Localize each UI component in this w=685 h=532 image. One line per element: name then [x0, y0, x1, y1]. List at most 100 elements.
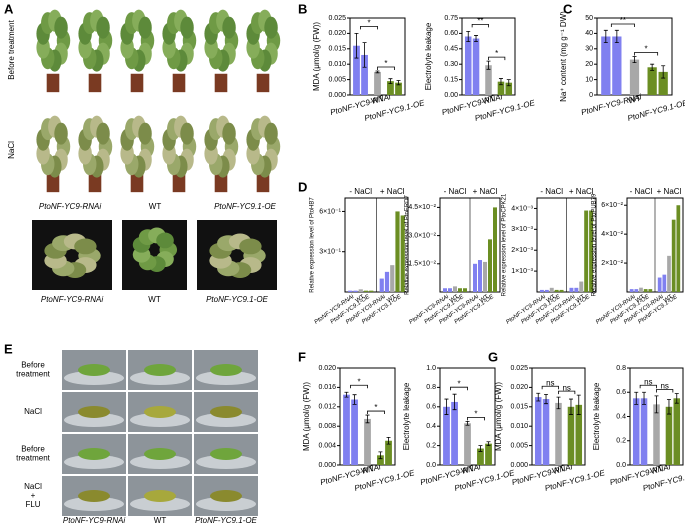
row-label: treatment	[16, 454, 51, 463]
y-tick-label: 0.025	[328, 15, 346, 22]
plate	[196, 413, 256, 427]
pot	[88, 73, 102, 93]
bar	[369, 290, 374, 292]
bar	[497, 81, 505, 95]
pot	[172, 73, 186, 93]
condition-label: - NaCl	[444, 187, 467, 196]
pot	[130, 73, 144, 93]
leaf	[54, 122, 68, 145]
y-tick-label: 0.15	[444, 76, 458, 83]
leaf	[54, 16, 68, 39]
bar	[464, 423, 471, 465]
group-label: WT	[460, 464, 474, 476]
seedling	[78, 448, 110, 460]
bar	[377, 455, 384, 465]
y-tick-label: 0.0	[616, 462, 626, 469]
bar	[559, 289, 564, 292]
pot	[88, 173, 102, 193]
error-bar	[354, 33, 359, 59]
leaf	[239, 238, 262, 255]
error-bar	[576, 394, 581, 415]
bar	[395, 82, 402, 95]
y-axis-label: Relative expression level of PtoHB7	[310, 197, 316, 293]
sig-label: *	[357, 377, 360, 386]
y-tick-label: 40	[585, 30, 593, 37]
bar	[458, 288, 462, 292]
genotype-label: WT	[154, 516, 167, 525]
sig-bracket	[367, 410, 385, 415]
y-axis-label: Relative expression level of PtoCPK21	[502, 193, 508, 296]
bar	[667, 255, 671, 292]
leaf	[138, 122, 152, 145]
plate	[196, 455, 256, 469]
row-label: NaCl	[24, 407, 42, 416]
sig-label: *	[374, 403, 377, 412]
y-tick-label: 0.020	[510, 384, 528, 391]
sig-label: *	[495, 49, 498, 58]
bar	[671, 219, 676, 292]
error-bar	[378, 451, 383, 460]
error-bar	[614, 29, 619, 44]
plate	[64, 413, 124, 427]
bar	[673, 398, 681, 465]
bar	[485, 65, 492, 95]
bar	[555, 402, 562, 465]
seedling	[78, 406, 110, 418]
group-label: WT	[370, 94, 384, 106]
plate	[196, 497, 256, 511]
bar	[579, 281, 584, 292]
y-tick-label: 3×10⁻³	[511, 226, 533, 233]
bar	[542, 399, 550, 465]
bar	[574, 287, 579, 292]
pot	[214, 73, 228, 93]
error-bar	[465, 420, 470, 426]
genotype-label: PtoNF-YC9.1-OE	[195, 516, 257, 525]
y-tick-label: 0.2	[426, 442, 436, 449]
sig-label: **	[620, 16, 626, 25]
row-label: Before	[21, 445, 45, 454]
y-tick-label: 0.60	[444, 30, 458, 37]
error-bar	[568, 398, 573, 415]
seedling	[210, 364, 242, 376]
error-bar	[603, 29, 608, 44]
y-tick-label: 0.8	[616, 365, 626, 372]
sig-bracket	[639, 384, 657, 389]
condition-label: - NaCl	[540, 187, 563, 196]
y-tick-label: 6×10⁻²	[601, 202, 623, 209]
seedling	[144, 448, 176, 460]
sig-bracket	[488, 56, 506, 61]
panel-label: E	[4, 341, 13, 356]
genotype-label: PtoNF-YC9-RNAi	[41, 295, 103, 304]
genotype-label: PtoNF-YC9-RNAi	[63, 516, 125, 525]
y-tick-label: 0.020	[328, 30, 346, 37]
bar	[400, 215, 405, 292]
y-axis-label: Electrolyte leakage	[402, 382, 411, 450]
y-axis-label: MDA (μmol/g (FW))	[494, 382, 503, 451]
bar	[343, 394, 350, 465]
group-label: WT	[551, 464, 565, 476]
error-bar	[352, 394, 357, 405]
seedling	[210, 490, 242, 502]
sig-bracket	[471, 23, 489, 28]
seedling	[210, 448, 242, 460]
bar	[478, 260, 482, 292]
bar	[505, 82, 513, 95]
y-axis-label: Relative expression level of PtoERD7	[405, 194, 411, 294]
sig-label: **	[477, 16, 483, 25]
category-label: WT	[449, 294, 460, 304]
sig-bracket	[467, 416, 485, 421]
leaf	[180, 16, 194, 39]
seedling	[210, 406, 242, 418]
bar	[374, 71, 381, 95]
leaf	[138, 16, 152, 39]
category-label: WT	[479, 294, 490, 304]
bar	[451, 401, 458, 465]
y-tick-label: 0.8	[426, 384, 436, 391]
panel-label: G	[488, 349, 498, 364]
bar	[384, 271, 390, 292]
bar	[353, 45, 360, 95]
y-axis-label: MDA (μmol/g (FW))	[302, 382, 311, 451]
pot	[256, 173, 270, 193]
seedling	[78, 364, 110, 376]
